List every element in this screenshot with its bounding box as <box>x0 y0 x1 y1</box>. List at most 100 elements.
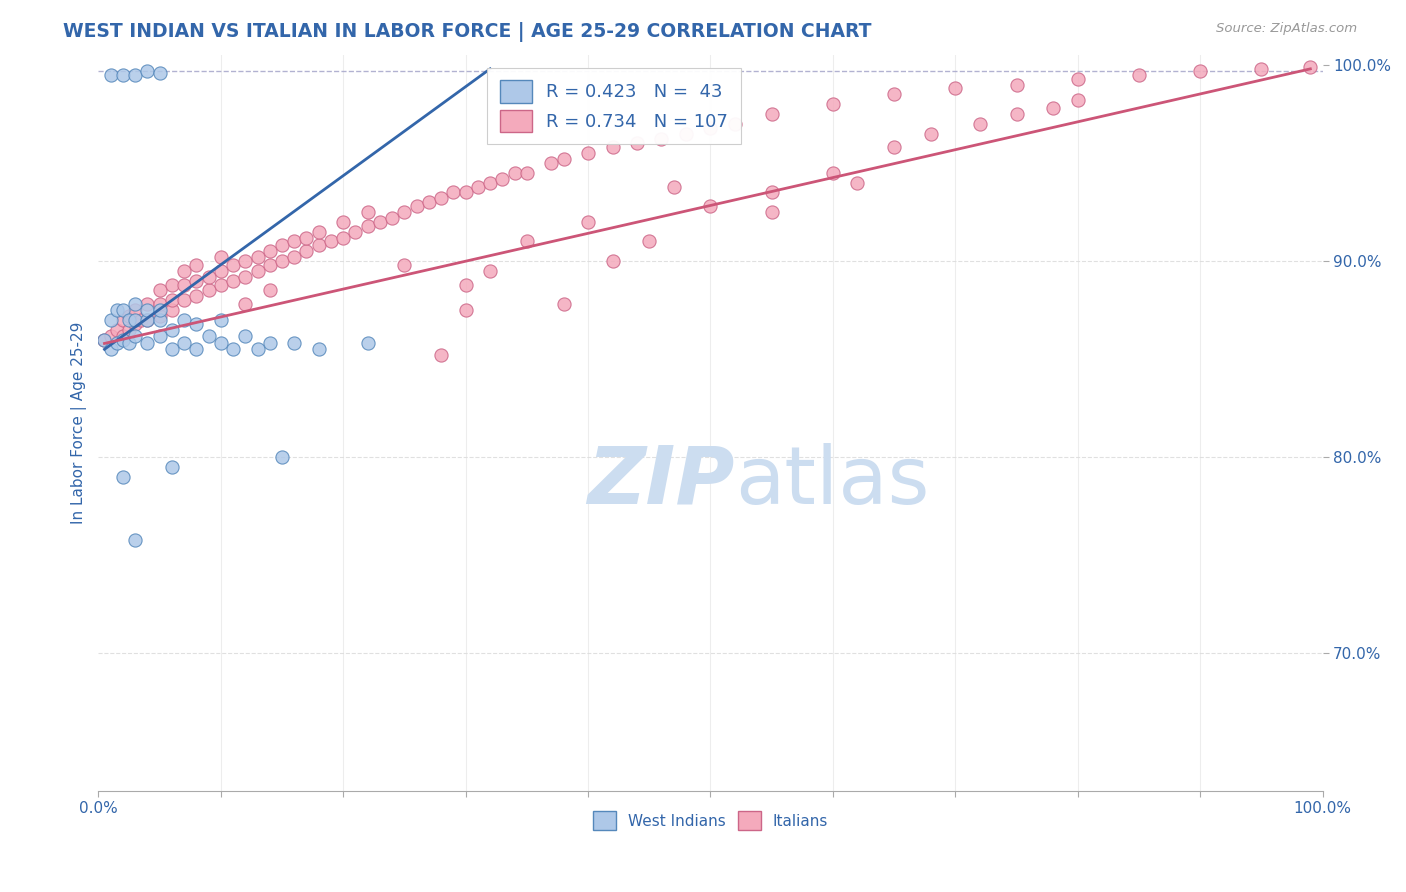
Point <box>650 132 672 146</box>
Point <box>761 186 783 200</box>
Y-axis label: In Labor Force | Age 25-29: In Labor Force | Age 25-29 <box>72 322 87 524</box>
Point <box>118 309 141 323</box>
Point <box>724 117 747 131</box>
Point <box>259 284 281 298</box>
Point <box>173 293 195 308</box>
Point <box>124 303 146 318</box>
Point <box>1005 78 1028 92</box>
Point <box>136 313 159 327</box>
Point <box>148 313 170 327</box>
Point <box>553 152 575 166</box>
Point <box>129 313 152 327</box>
Point <box>160 343 183 357</box>
Legend: West Indians, Italians: West Indians, Italians <box>586 805 834 836</box>
Point <box>662 179 685 194</box>
Point <box>1189 63 1212 78</box>
Point <box>271 238 294 252</box>
Point <box>136 303 159 318</box>
Point <box>209 250 232 264</box>
Point <box>405 199 427 213</box>
Point <box>100 328 122 343</box>
Point <box>186 343 208 357</box>
Point <box>883 87 905 102</box>
Point <box>124 297 146 311</box>
Point <box>368 215 391 229</box>
Point <box>136 313 159 327</box>
Point <box>209 313 232 327</box>
Point <box>173 336 195 351</box>
Point <box>553 297 575 311</box>
Point <box>576 215 599 229</box>
Point <box>479 176 502 190</box>
Point <box>1005 107 1028 121</box>
Point <box>100 313 122 327</box>
Point <box>197 269 219 284</box>
Point <box>160 277 183 292</box>
Point <box>516 166 538 180</box>
Point <box>124 313 146 327</box>
Point <box>148 284 170 298</box>
Point <box>173 277 195 292</box>
Point <box>186 274 208 288</box>
Point <box>105 323 128 337</box>
Point <box>186 258 208 272</box>
Point <box>118 323 141 337</box>
Point <box>259 244 281 259</box>
Point <box>295 230 318 244</box>
Point <box>124 68 146 82</box>
Point <box>1067 93 1090 107</box>
Point <box>111 313 134 327</box>
Point <box>118 313 141 327</box>
Point <box>503 166 526 180</box>
Point <box>105 336 128 351</box>
Point <box>540 156 562 170</box>
Text: WEST INDIAN VS ITALIAN IN LABOR FORCE | AGE 25-29 CORRELATION CHART: WEST INDIAN VS ITALIAN IN LABOR FORCE | … <box>63 22 872 42</box>
Text: Source: ZipAtlas.com: Source: ZipAtlas.com <box>1216 22 1357 36</box>
Point <box>943 81 966 95</box>
Point <box>295 244 318 259</box>
Point <box>100 343 122 357</box>
Point <box>197 284 219 298</box>
Point <box>209 264 232 278</box>
Point <box>259 258 281 272</box>
Point <box>148 297 170 311</box>
Point <box>430 348 453 362</box>
Point <box>332 230 354 244</box>
Point <box>118 336 141 351</box>
Point <box>357 219 380 233</box>
Point <box>516 235 538 249</box>
Point <box>160 460 183 475</box>
Point <box>1067 71 1090 86</box>
Point <box>259 336 281 351</box>
Point <box>136 63 159 78</box>
Point <box>100 68 122 82</box>
Point <box>441 186 464 200</box>
Point <box>430 191 453 205</box>
Point <box>761 107 783 121</box>
Point <box>308 343 330 357</box>
Point <box>638 235 661 249</box>
Point <box>111 68 134 82</box>
Point <box>675 127 697 141</box>
Point <box>1042 101 1064 115</box>
Point <box>111 470 134 484</box>
Point <box>148 303 170 318</box>
Point <box>357 336 380 351</box>
Text: atlas: atlas <box>735 442 929 521</box>
Point <box>920 127 942 141</box>
Point <box>148 66 170 80</box>
Point <box>761 205 783 219</box>
Point <box>222 258 245 272</box>
Point <box>969 117 991 131</box>
Point <box>93 333 115 347</box>
Point <box>1250 62 1272 76</box>
Point <box>160 303 183 318</box>
Point <box>124 533 146 547</box>
Point <box>283 250 305 264</box>
Point <box>283 336 305 351</box>
Point <box>308 238 330 252</box>
Point <box>148 309 170 323</box>
Point <box>246 343 269 357</box>
Point <box>233 328 256 343</box>
Point <box>186 317 208 331</box>
